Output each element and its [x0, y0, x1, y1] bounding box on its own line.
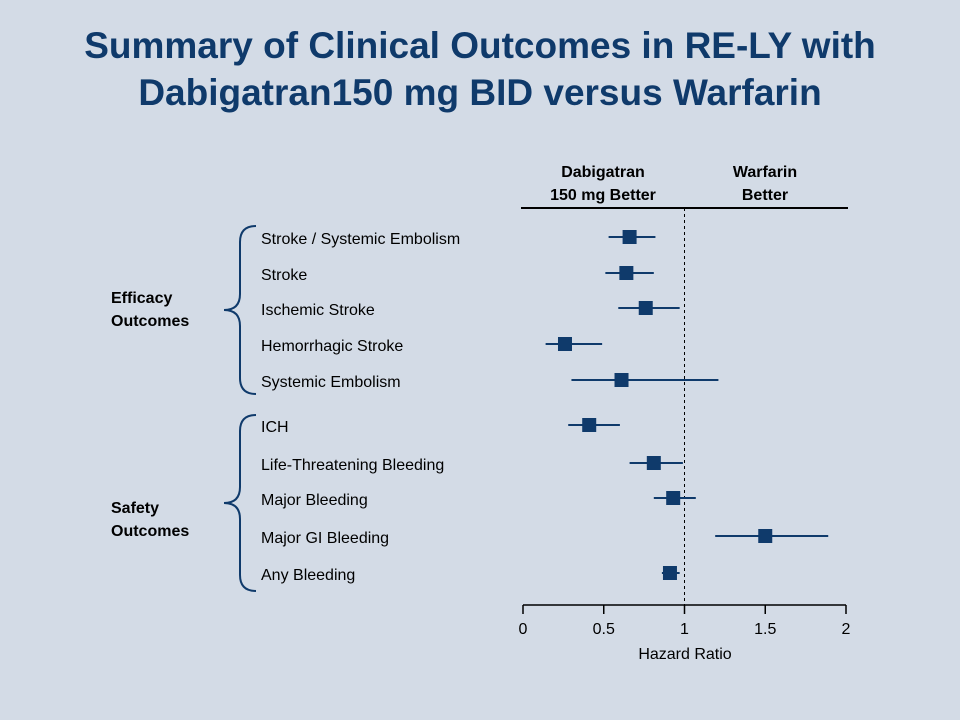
hr-marker — [666, 491, 681, 505]
x-tick-label: 2 — [842, 621, 851, 638]
group-brace — [223, 414, 257, 592]
title-line-2: Dabigatran150 mg BID versus Warfarin — [138, 72, 822, 113]
x-tick-label: 1.5 — [754, 621, 776, 638]
group-label-line-2: Outcomes — [111, 313, 189, 330]
outcome-label: Systemic Embolism — [261, 374, 401, 391]
group-brace — [223, 225, 257, 395]
hr-marker — [662, 566, 677, 580]
x-tick-label: 0.5 — [593, 621, 615, 638]
group-label-line-1: Efficacy — [111, 290, 172, 307]
outcome-label: Hemorrhagic Stroke — [261, 338, 403, 355]
hr-marker — [758, 529, 773, 543]
header-right-line-2: Better — [742, 187, 788, 204]
outcome-label: Stroke / Systemic Embolism — [261, 231, 460, 248]
page-title: Summary of Clinical Outcomes in RE-LY wi… — [0, 22, 960, 116]
group-label-line-1: Safety — [111, 500, 159, 517]
hr-marker — [614, 373, 629, 387]
x-tick-label: 1 — [680, 621, 689, 638]
header-right-line-1: Warfarin — [733, 164, 797, 181]
outcome-label: Major Bleeding — [261, 492, 368, 509]
header-left-line-1: Dabigatran — [561, 164, 645, 181]
group-label-line-2: Outcomes — [111, 523, 189, 540]
outcome-label: Major GI Bleeding — [261, 530, 389, 547]
header-left-line-2: 150 mg Better — [550, 187, 656, 204]
hr-marker — [646, 456, 661, 470]
hr-marker — [582, 418, 597, 432]
hr-marker — [619, 266, 634, 280]
hr-marker — [622, 230, 637, 244]
title-line-1: Summary of Clinical Outcomes in RE-LY wi… — [84, 25, 876, 66]
outcome-label: ICH — [261, 419, 289, 436]
outcome-label: Stroke — [261, 267, 307, 284]
outcome-label: Any Bleeding — [261, 567, 355, 584]
x-tick-label: 0 — [519, 621, 528, 638]
hr-marker — [557, 337, 572, 351]
outcome-label: Life-Threatening Bleeding — [261, 457, 444, 474]
outcome-label: Ischemic Stroke — [261, 302, 375, 319]
x-axis-label: Hazard Ratio — [638, 646, 731, 663]
hr-marker — [638, 301, 653, 315]
